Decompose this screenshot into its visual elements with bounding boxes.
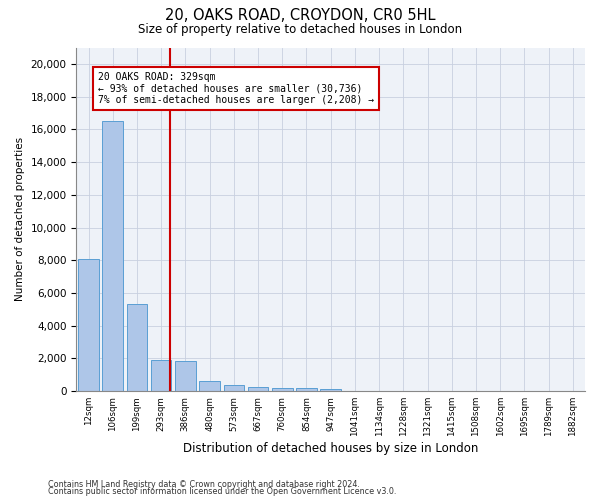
Bar [127,304,147,391]
X-axis label: Distribution of detached houses by size in London: Distribution of detached houses by size … [183,442,478,455]
Bar [248,387,268,391]
Text: 20, OAKS ROAD, CROYDON, CR0 5HL: 20, OAKS ROAD, CROYDON, CR0 5HL [165,8,435,22]
Y-axis label: Number of detached properties: Number of detached properties [15,138,25,302]
Bar [320,389,341,391]
Text: Contains public sector information licensed under the Open Government Licence v3: Contains public sector information licen… [48,488,397,496]
Bar [151,360,172,391]
Bar [296,388,317,391]
Bar [103,121,123,391]
Text: Contains HM Land Registry data © Crown copyright and database right 2024.: Contains HM Land Registry data © Crown c… [48,480,360,489]
Bar [175,361,196,391]
Bar [199,380,220,391]
Text: 20 OAKS ROAD: 329sqm
← 93% of detached houses are smaller (30,736)
7% of semi-de: 20 OAKS ROAD: 329sqm ← 93% of detached h… [98,72,374,106]
Bar [272,388,293,391]
Text: Size of property relative to detached houses in London: Size of property relative to detached ho… [138,22,462,36]
Bar [224,386,244,391]
Bar [78,258,99,391]
